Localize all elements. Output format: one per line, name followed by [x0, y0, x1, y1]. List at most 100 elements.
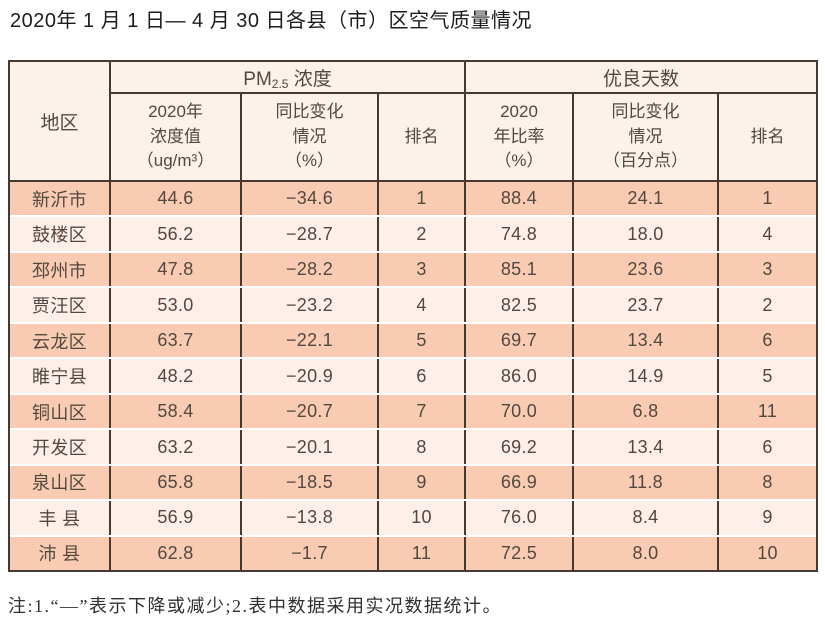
good-rank-cell: 10: [718, 535, 816, 570]
good-rate-cell: 66.9: [465, 464, 574, 502]
region-cell: 新沂市: [10, 181, 111, 218]
good-rate-cell: 72.5: [465, 535, 574, 570]
good-rate-cell: 86.0: [465, 358, 574, 395]
pm-value-cell: 62.8: [110, 535, 242, 570]
header-good-yoy-change: 同比变化 情况 （百分点）: [573, 93, 719, 182]
pm-change-cell: −13.8: [241, 500, 379, 537]
good-rank-cell: 4: [718, 216, 816, 253]
pm-value-cell: 44.6: [110, 181, 242, 218]
pm-change-cell: −28.7: [241, 216, 379, 253]
good-rate-cell: 88.4: [465, 181, 574, 218]
header-good-days-group: 优良天数: [465, 62, 816, 94]
pm-rank-cell: 6: [378, 358, 466, 395]
header-pm-2020-value: 2020年 浓度值 （ug/m³）: [110, 93, 242, 182]
table-row: 邳州市 47.8 −28.2 3 85.1 23.6 3: [10, 251, 816, 289]
pm-rank-cell: 2: [378, 216, 466, 253]
good-change-cell: 8.4: [573, 500, 719, 537]
header-good-rank: 排名: [718, 93, 816, 182]
pm-value-cell: 56.2: [110, 216, 242, 253]
pm-value-cell: 65.8: [110, 464, 242, 502]
pm-value-cell: 63.2: [110, 429, 242, 466]
good-change-cell: 13.4: [573, 322, 719, 360]
good-rate-cell: 76.0: [465, 500, 574, 537]
pm-rank-cell: 5: [378, 322, 466, 360]
pm-value-cell: 58.4: [110, 393, 242, 431]
pm-value-cell: 56.9: [110, 500, 242, 537]
table-row: 云龙区 63.7 −22.1 5 69.7 13.4 6: [10, 322, 816, 360]
pm-value-cell: 48.2: [110, 358, 242, 395]
good-change-cell: 6.8: [573, 393, 719, 431]
pm-change-cell: −22.1: [241, 322, 379, 360]
pm-label-prefix: PM: [243, 68, 272, 90]
header-group-row: 地区 PM2.5 浓度 优良天数: [10, 62, 816, 182]
good-change-cell: 23.6: [573, 251, 719, 289]
pm-rank-cell: 8: [378, 429, 466, 466]
region-cell: 鼓楼区: [10, 216, 111, 253]
good-rank-cell: 3: [718, 251, 816, 289]
pm-change-cell: −20.7: [241, 393, 379, 431]
good-rank-cell: 5: [718, 358, 816, 395]
header-pm-yoy-change: 同比变化 情况 （%）: [241, 93, 379, 182]
pm-rank-cell: 10: [378, 500, 466, 537]
table-row: 贾汪区 53.0 −23.2 4 82.5 23.7 2: [10, 287, 816, 324]
good-rate-cell: 85.1: [465, 251, 574, 289]
footnote: 注:1.“—”表示下降或减少;2.表中数据采用实况数据统计。: [8, 596, 502, 616]
table-row: 开发区 63.2 −20.1 8 69.2 13.4 6: [10, 429, 816, 466]
pm-rank-cell: 7: [378, 393, 466, 431]
good-rank-cell: 2: [718, 287, 816, 324]
good-rank-cell: 11: [718, 393, 816, 431]
good-rate-cell: 74.8: [465, 216, 574, 253]
region-cell: 铜山区: [10, 393, 111, 431]
good-rank-cell: 8: [718, 464, 816, 502]
good-change-cell: 14.9: [573, 358, 719, 395]
pm-rank-cell: 9: [378, 464, 466, 502]
region-cell: 邳州市: [10, 251, 111, 289]
pm-change-cell: −28.2: [241, 251, 379, 289]
good-change-cell: 8.0: [573, 535, 719, 570]
header-pm25-group: PM2.5 浓度: [110, 62, 466, 94]
table-row: 泉山区 65.8 −18.5 9 66.9 11.8 8: [10, 464, 816, 502]
good-change-cell: 13.4: [573, 429, 719, 466]
pm-change-cell: −18.5: [241, 464, 379, 502]
region-cell: 云龙区: [10, 322, 111, 360]
pm-rank-cell: 1: [378, 181, 466, 218]
good-rate-cell: 69.2: [465, 429, 574, 466]
header-sub-row: 2020年 浓度值 （ug/m³） 同比变化 情况 （%） 排名 2020 年比…: [10, 93, 816, 182]
good-change-cell: 23.7: [573, 287, 719, 324]
region-cell: 沛 县: [10, 535, 111, 570]
good-rate-cell: 82.5: [465, 287, 574, 324]
table-row: 铜山区 58.4 −20.7 7 70.0 6.8 11: [10, 393, 816, 431]
pm-value-cell: 53.0: [110, 287, 242, 324]
region-cell: 贾汪区: [10, 287, 111, 324]
region-cell: 开发区: [10, 429, 111, 466]
pm-change-cell: −34.6: [241, 181, 379, 218]
good-rate-cell: 70.0: [465, 393, 574, 431]
table-body: 新沂市 44.6 −34.6 1 88.4 24.1 1 鼓楼区 56.2 −28.7 2 74.8 1…: [10, 181, 816, 570]
good-rank-cell: 6: [718, 429, 816, 466]
header-region: 地区: [10, 62, 111, 182]
table-row: 丰 县 56.9 −13.8 10 76.0 8.4 9: [10, 500, 816, 537]
pm-value-cell: 63.7: [110, 322, 242, 360]
region-cell: 丰 县: [10, 500, 111, 537]
page-title: 2020年 1 月 1 日— 4 月 30 日各县（市）区空气质量情况: [10, 10, 533, 32]
table-row: 鼓楼区 56.2 −28.7 2 74.8 18.0 4: [10, 216, 816, 253]
pm-label-suffix: 浓度: [288, 68, 332, 90]
pm-change-cell: −20.9: [241, 358, 379, 395]
good-rate-cell: 69.7: [465, 322, 574, 360]
table-row: 睢宁县 48.2 −20.9 6 86.0 14.9 5: [10, 358, 816, 395]
pm-change-cell: −20.1: [241, 429, 379, 466]
table-row: 沛 县 62.8 −1.7 11 72.5 8.0 10: [10, 535, 816, 570]
header-pm-rank: 排名: [378, 93, 466, 182]
pm-value-cell: 47.8: [110, 251, 242, 289]
air-quality-table-grid: 地区 PM2.5 浓度 优良天数 2020年 浓度值 （ug/m³） 同比变化 …: [10, 62, 816, 570]
pm-change-cell: −23.2: [241, 287, 379, 324]
pm-change-cell: −1.7: [241, 535, 379, 570]
pm-label-subscript: 2.5: [271, 76, 289, 91]
region-cell: 泉山区: [10, 464, 111, 502]
good-rank-cell: 1: [718, 181, 816, 218]
pm-rank-cell: 3: [378, 251, 466, 289]
pm-rank-cell: 4: [378, 287, 466, 324]
good-rank-cell: 6: [718, 322, 816, 360]
table-header: 地区 PM2.5 浓度 优良天数 2020年 浓度值 （ug/m³） 同比变化 …: [10, 62, 816, 182]
